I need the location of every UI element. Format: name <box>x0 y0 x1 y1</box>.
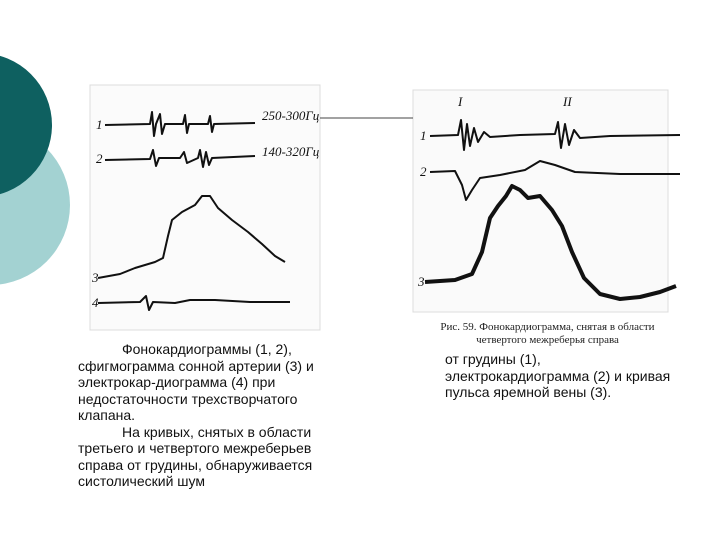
trace <box>104 111 256 137</box>
decor-circle <box>0 55 52 195</box>
right-figure-frame <box>412 89 669 313</box>
right-text: от грудины (1), электрокардиограмма (2) … <box>445 351 671 400</box>
trace <box>429 160 680 201</box>
frequency-label: 250-300Гц <box>262 108 320 123</box>
figure-caption: Рис. 59. Фонокардиограмма, снятая в обла… <box>440 321 655 346</box>
trace-label: 3 <box>91 270 99 285</box>
trace-label: 1 <box>96 117 103 132</box>
frequency-label: 140-320Гц <box>262 144 320 159</box>
trace-label: 3 <box>417 274 425 289</box>
paragraph: Фонокардиограммы (1, 2), сфигмограмма со… <box>78 341 314 423</box>
trace <box>97 195 286 279</box>
trace <box>104 149 256 168</box>
paragraph: На кривых, снятых в области третьего и ч… <box>78 423 313 490</box>
left-figure-frame <box>89 84 321 331</box>
tone-label: I <box>457 94 463 109</box>
trace <box>97 295 290 311</box>
trace-label: 4 <box>92 295 99 310</box>
trace-label: 1 <box>420 128 427 143</box>
tone-label: II <box>562 94 572 109</box>
trace <box>429 119 681 151</box>
trace-label: 2 <box>96 151 103 166</box>
left-text: Фонокардиограммы (1, 2), сфигмограмма со… <box>78 341 358 490</box>
trace <box>424 184 677 301</box>
trace-label: 2 <box>420 164 427 179</box>
